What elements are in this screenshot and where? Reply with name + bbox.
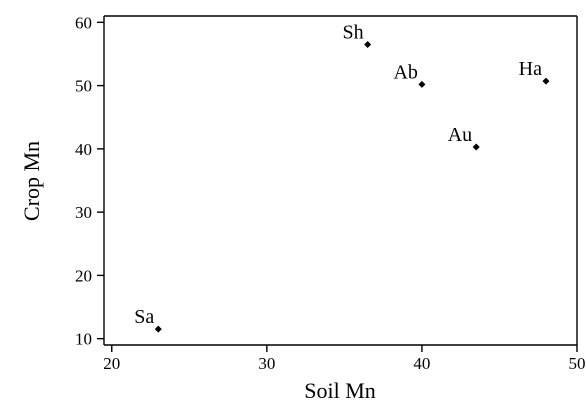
y-axis-ticks: 10 20 30 40 50 60: [75, 13, 104, 349]
x-tick-label: 30: [258, 354, 275, 373]
y-tick-label: 20: [75, 266, 92, 285]
y-tick-label: 50: [75, 77, 92, 96]
data-point-sh: [364, 40, 372, 48]
y-tick-label: 30: [75, 203, 92, 222]
data-point-ab: [418, 80, 426, 88]
data-point-sa: [154, 325, 162, 333]
y-tick-label: 40: [75, 140, 92, 159]
y-tick-label: 10: [75, 330, 92, 349]
plot-area: [103, 15, 578, 346]
point-label-sh: Sh: [343, 21, 364, 43]
data-points: Sa Sh Ab Au Ha: [134, 21, 550, 333]
x-tick-label: 50: [569, 354, 586, 373]
point-label-ha: Ha: [519, 58, 542, 80]
x-tick-label: 40: [413, 354, 430, 373]
y-tick-label: 60: [75, 13, 92, 32]
point-label-ab: Ab: [393, 61, 417, 83]
x-axis-title: Soil Mn: [304, 378, 376, 403]
data-point-au: [472, 143, 480, 151]
data-point-ha: [542, 77, 550, 85]
point-label-sa: Sa: [134, 306, 154, 328]
y-axis-title: Crop Mn: [19, 141, 44, 221]
point-label-au: Au: [448, 124, 472, 146]
x-axis-ticks: 20 30 40 50: [103, 345, 586, 373]
x-tick-label: 20: [103, 354, 120, 373]
